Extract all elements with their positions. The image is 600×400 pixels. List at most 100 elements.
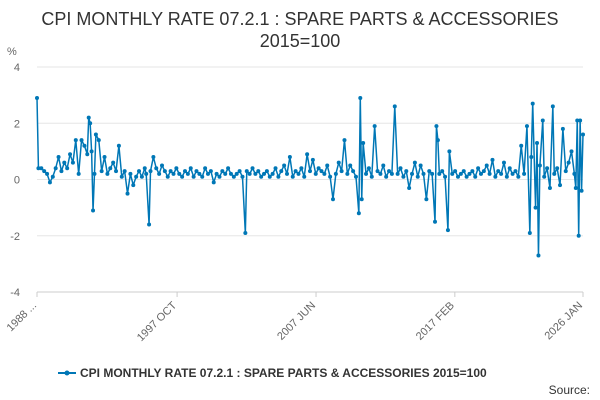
data-point[interactable] [566,160,571,165]
data-point[interactable] [185,171,190,176]
data-point[interactable] [70,160,75,165]
data-point[interactable] [384,174,389,179]
data-point[interactable] [490,157,495,162]
data-point[interactable] [342,138,347,143]
data-point[interactable] [481,169,486,174]
data-point[interactable] [540,118,545,123]
data-point[interactable] [270,171,275,176]
data-point[interactable] [501,160,506,165]
data-point[interactable] [443,174,448,179]
data-point[interactable] [299,166,304,171]
data-point[interactable] [287,155,292,159]
data-point[interactable] [547,185,552,190]
data-point[interactable] [351,169,356,174]
data-point[interactable] [450,171,455,176]
data-point[interactable] [339,169,344,174]
data-point[interactable] [111,160,116,165]
data-point[interactable] [165,174,170,179]
data-point[interactable] [453,169,458,174]
data-point[interactable] [42,169,47,174]
data-point[interactable] [102,155,107,159]
data-point[interactable] [151,155,156,159]
data-point[interactable] [522,171,527,176]
data-point[interactable] [85,152,90,157]
legend[interactable]: CPI MONTHLY RATE 07.2.1 : SPARE PARTS & … [58,366,487,380]
data-point[interactable] [530,101,535,106]
data-point[interactable] [86,115,91,120]
data-point[interactable] [197,171,202,176]
data-point[interactable] [39,166,44,171]
data-point[interactable] [93,132,98,137]
data-point[interactable] [392,104,397,109]
data-point[interactable] [108,166,113,171]
data-point[interactable] [139,174,144,179]
data-point[interactable] [125,191,130,196]
data-point[interactable] [484,163,489,168]
data-point[interactable] [194,169,199,174]
data-point[interactable] [404,169,409,174]
data-point[interactable] [433,219,438,224]
data-point[interactable] [285,171,290,176]
data-point[interactable] [154,166,159,171]
data-point[interactable] [316,166,321,171]
data-point[interactable] [387,169,392,174]
data-point[interactable] [308,169,312,174]
data-point[interactable] [162,169,167,174]
data-point[interactable] [418,163,423,168]
data-point[interactable] [401,174,406,179]
data-point[interactable] [524,124,529,129]
data-point[interactable] [191,174,196,179]
data-point[interactable] [267,174,272,179]
data-point[interactable] [336,160,341,165]
data-point[interactable] [470,169,475,174]
data-point[interactable] [119,174,124,179]
data-point[interactable] [533,205,538,210]
data-point[interactable] [293,169,298,174]
data-point[interactable] [36,166,41,171]
data-point[interactable] [253,171,258,176]
data-point[interactable] [88,121,93,126]
data-point[interactable] [188,166,193,171]
data-point[interactable] [214,171,219,176]
data-point[interactable] [499,171,504,176]
data-point[interactable] [412,160,417,165]
data-point[interactable] [572,171,577,176]
data-point[interactable] [160,163,165,168]
data-point[interactable] [415,174,420,179]
data-point[interactable] [345,171,350,176]
data-point[interactable] [576,233,581,238]
data-point[interactable] [137,169,142,174]
data-point[interactable] [447,149,452,154]
data-point[interactable] [264,169,269,174]
data-point[interactable] [510,171,515,176]
data-point[interactable] [128,171,133,176]
data-point[interactable] [68,152,73,157]
data-point[interactable] [535,140,540,145]
data-point[interactable] [226,166,231,171]
data-point[interactable] [177,171,182,176]
data-point[interactable] [200,174,205,179]
data-point[interactable] [361,140,366,145]
data-point[interactable] [47,180,52,185]
data-point[interactable] [445,228,450,233]
data-point[interactable] [157,171,162,176]
data-point[interactable] [389,171,394,176]
data-point[interactable] [256,169,261,174]
data-point[interactable] [92,171,97,176]
data-point[interactable] [282,163,287,168]
data-point[interactable] [435,138,440,143]
data-point[interactable] [560,126,565,131]
data-point[interactable] [99,169,104,174]
data-point[interactable] [174,166,179,171]
data-point[interactable] [279,169,284,174]
data-point[interactable] [180,174,185,179]
data-point[interactable] [573,185,578,190]
data-point[interactable] [398,166,403,171]
data-point[interactable] [35,95,39,100]
data-point[interactable] [116,143,121,148]
data-point[interactable] [142,166,147,171]
data-point[interactable] [313,171,318,176]
data-point[interactable] [203,166,208,171]
data-point[interactable] [476,166,481,171]
data-point[interactable] [56,155,61,159]
